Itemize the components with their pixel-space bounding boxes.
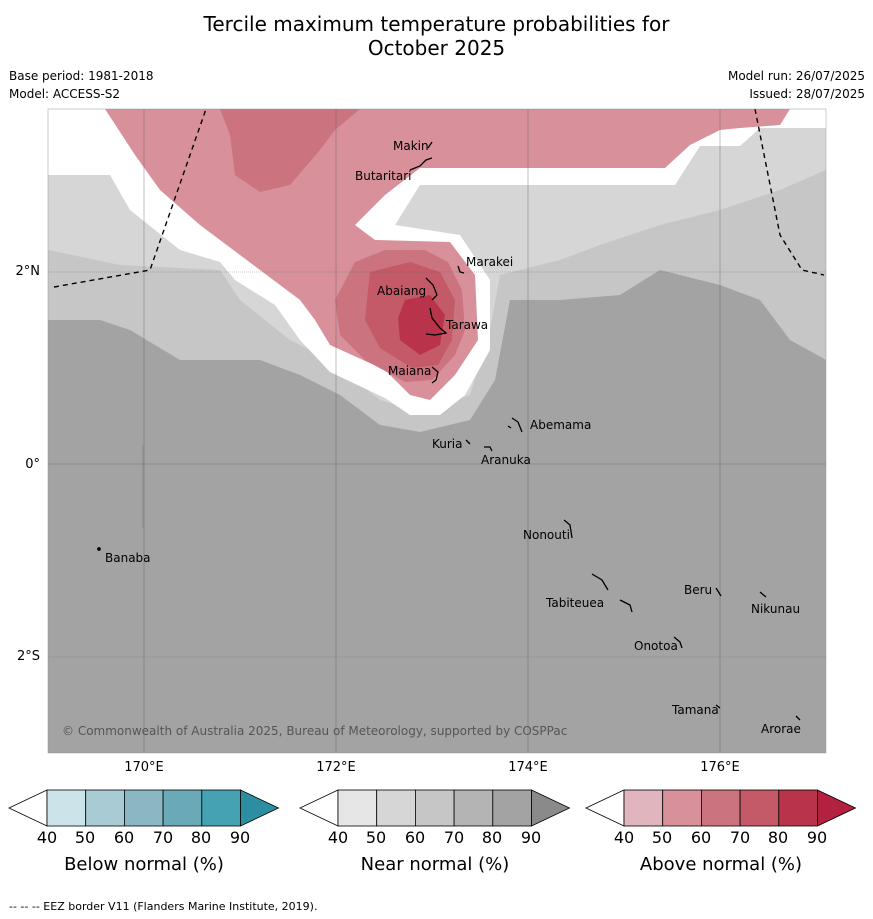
colorbar-segment — [453, 789, 494, 827]
issued-label: Issued: 28/07/2025 — [749, 87, 865, 101]
place-label-butaritari: Butaritari — [355, 169, 412, 183]
colorbar-segment — [46, 789, 87, 827]
colorbar-label-near: Near normal (%) — [360, 854, 510, 875]
cb0-tick-80: 80 — [190, 828, 212, 847]
meta-left: Base period: 1981-2018 Model: ACCESS-S2 — [9, 67, 154, 103]
colorbar-segment — [662, 789, 702, 827]
place-label-banaba: Banaba — [105, 551, 151, 565]
colorbar-extend-low — [585, 789, 625, 827]
place-label-maiana: Maiana — [388, 364, 432, 378]
colorbar-segment — [492, 789, 532, 827]
colorbar-extend-high — [240, 789, 280, 827]
place-label-tabiteuea: Tabiteuea — [546, 596, 605, 610]
base-period-label: Base period: 1981-2018 — [9, 69, 154, 83]
cb2-tick-60: 60 — [690, 828, 712, 847]
eez-border — [53, 108, 825, 288]
place-label-abaiang: Abaiang — [377, 284, 427, 298]
lat-label-2n: 2°N — [15, 264, 41, 279]
cb1-tick-40: 40 — [327, 828, 349, 847]
colorbar-segment — [701, 789, 741, 827]
chart-title: Tercile maximum temperature probabilitie… — [0, 12, 873, 60]
cb1-tick-70: 70 — [443, 828, 465, 847]
lon-label-170e: 170°E — [124, 760, 164, 775]
title-line-2: October 2025 — [367, 36, 506, 60]
place-label-aranuka: Aranuka — [481, 453, 531, 467]
cb2-tick-80: 80 — [767, 828, 789, 847]
colorbar-label-below: Below normal (%) — [64, 854, 224, 875]
colorbars — [8, 789, 857, 827]
lat-label-2s: 2°S — [16, 649, 40, 664]
colorbar-segment — [778, 789, 818, 827]
cb1-tick-90: 90 — [520, 828, 542, 847]
graticule — [48, 109, 826, 753]
cb2-tick-70: 70 — [729, 828, 751, 847]
model-label: Model: ACCESS-S2 — [9, 87, 121, 101]
place-label-makin: Makin — [393, 139, 429, 153]
place-label-nonouti: Nonouti — [523, 528, 570, 542]
place-label-abemama: Abemama — [530, 418, 592, 432]
cb0-tick-40: 40 — [36, 828, 58, 847]
eez-legend-note: -- -- -- EEZ border V11 (Flanders Marine… — [9, 900, 318, 913]
place-label-arorae: Arorae — [761, 722, 801, 736]
cb2-tick-40: 40 — [613, 828, 635, 847]
cb0-tick-90: 90 — [229, 828, 251, 847]
colorbar-segment — [124, 789, 164, 827]
cb0-tick-50: 50 — [74, 828, 96, 847]
cb1-tick-80: 80 — [481, 828, 503, 847]
meta-right: Model run: 26/07/2025 Issued: 28/07/2025 — [728, 67, 865, 103]
place-label-kuria: Kuria — [432, 437, 463, 451]
colorbar-segment — [162, 789, 203, 827]
colorbar-segment — [414, 789, 455, 827]
lon-label-174e: 174°E — [508, 760, 548, 775]
colorbar-segment — [376, 789, 416, 827]
above-normal-region-60 — [220, 109, 360, 192]
colorbar-segment — [739, 789, 780, 827]
colorbar-segment — [337, 789, 378, 827]
colorbar-near-normal — [299, 789, 571, 827]
colorbar-below-normal — [8, 789, 280, 827]
colorbar-above-normal — [585, 789, 857, 827]
colorbar-extend-low — [299, 789, 339, 827]
cb1-tick-50: 50 — [365, 828, 387, 847]
place-label-tamana: Tamana — [672, 703, 719, 717]
cb2-tick-50: 50 — [651, 828, 673, 847]
place-label-onotoa: Onotoa — [634, 639, 678, 653]
colorbar-extend-high — [531, 789, 571, 827]
colorbar-segment — [201, 789, 241, 827]
cb0-tick-70: 70 — [152, 828, 174, 847]
colorbar-segment — [623, 789, 664, 827]
colorbar-label-above: Above normal (%) — [639, 854, 803, 875]
title-line-1: Tercile maximum temperature probabilitie… — [203, 12, 670, 36]
cb1-tick-60: 60 — [404, 828, 426, 847]
place-label-tarawa: Tarawa — [446, 318, 489, 332]
place-label-beru: Beru — [684, 583, 713, 597]
model-run-label: Model run: 26/07/2025 — [727, 69, 865, 83]
cb0-tick-60: 60 — [113, 828, 135, 847]
colorbar-extend-high — [817, 789, 857, 827]
copyright-notice: © Commonwealth of Australia 2025, Bureau… — [62, 724, 568, 738]
above-normal-region-80 — [398, 295, 445, 355]
lat-label-0: 0° — [25, 457, 40, 472]
islands — [97, 141, 801, 721]
colorbar-extend-low — [8, 789, 48, 827]
place-label-marakei: Marakei — [466, 255, 514, 269]
lon-label-172e: 172°E — [316, 760, 356, 775]
place-label-nikunau: Nikunau — [751, 602, 801, 616]
colorbar-segment — [85, 789, 125, 827]
lon-label-176e: 176°E — [700, 760, 740, 775]
cb2-tick-90: 90 — [806, 828, 828, 847]
